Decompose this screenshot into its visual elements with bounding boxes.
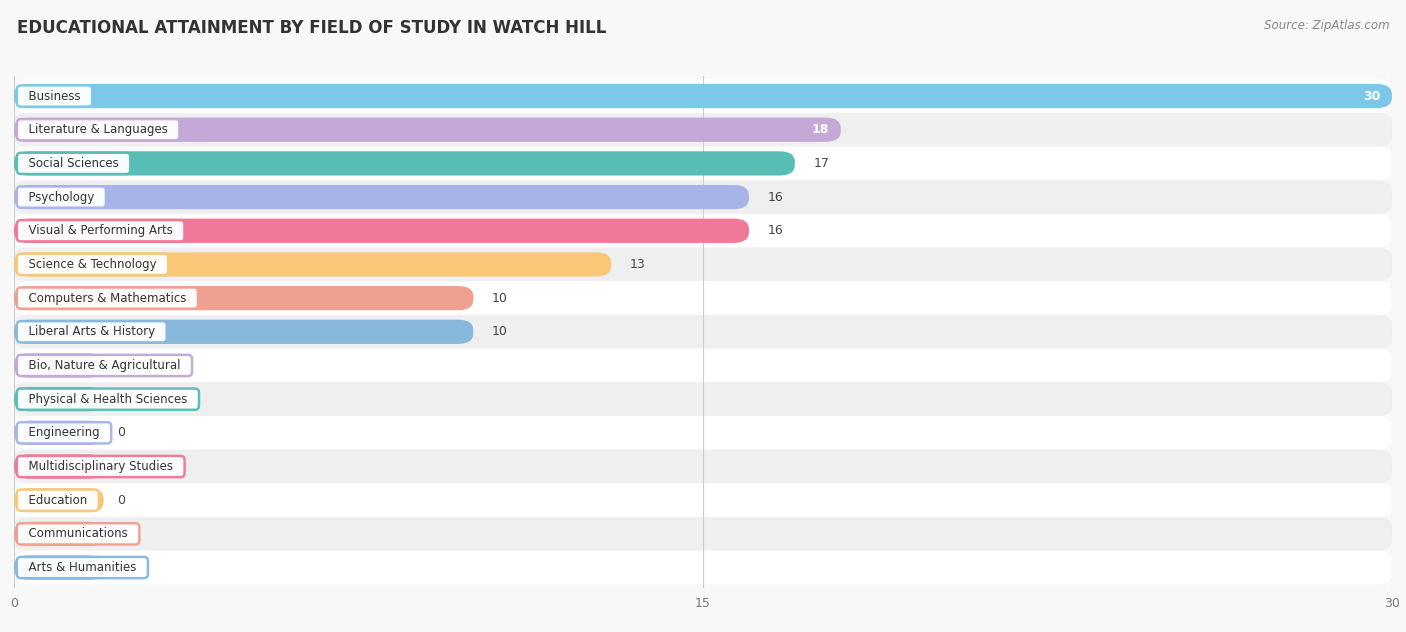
Text: Visual & Performing Arts: Visual & Performing Arts [21,224,180,237]
FancyBboxPatch shape [14,147,1392,180]
Text: 0: 0 [118,359,125,372]
FancyBboxPatch shape [14,281,1392,315]
Text: Education: Education [21,494,94,507]
Text: 0: 0 [118,561,125,574]
Text: Psychology: Psychology [21,191,101,204]
Text: Science & Technology: Science & Technology [21,258,165,271]
FancyBboxPatch shape [14,522,104,546]
Text: 18: 18 [811,123,830,137]
Text: 0: 0 [118,460,125,473]
Text: Physical & Health Sciences: Physical & Health Sciences [21,392,195,406]
Text: Social Sciences: Social Sciences [21,157,127,170]
FancyBboxPatch shape [14,483,1392,517]
FancyBboxPatch shape [14,79,1392,113]
Text: Source: ZipAtlas.com: Source: ZipAtlas.com [1264,19,1389,32]
FancyBboxPatch shape [14,320,474,344]
Text: Engineering: Engineering [21,427,107,439]
FancyBboxPatch shape [14,517,1392,550]
Text: Communications: Communications [21,527,135,540]
FancyBboxPatch shape [14,248,1392,281]
FancyBboxPatch shape [14,450,1392,483]
Text: Literature & Languages: Literature & Languages [21,123,176,137]
FancyBboxPatch shape [14,421,104,445]
Text: Computers & Mathematics: Computers & Mathematics [21,291,194,305]
FancyBboxPatch shape [14,219,749,243]
FancyBboxPatch shape [14,382,1392,416]
Text: 0: 0 [118,527,125,540]
FancyBboxPatch shape [14,286,474,310]
FancyBboxPatch shape [14,214,1392,248]
Text: Bio, Nature & Agricultural: Bio, Nature & Agricultural [21,359,188,372]
Text: 0: 0 [118,494,125,507]
FancyBboxPatch shape [14,315,1392,349]
Text: 10: 10 [492,325,508,338]
FancyBboxPatch shape [14,185,749,209]
Text: 16: 16 [768,224,783,237]
FancyBboxPatch shape [14,252,612,277]
Text: 13: 13 [630,258,645,271]
FancyBboxPatch shape [14,387,104,411]
FancyBboxPatch shape [14,353,104,377]
Text: 0: 0 [118,392,125,406]
Text: 17: 17 [813,157,830,170]
Text: 10: 10 [492,291,508,305]
Text: 30: 30 [1362,90,1381,102]
Text: Liberal Arts & History: Liberal Arts & History [21,325,163,338]
Text: 16: 16 [768,191,783,204]
FancyBboxPatch shape [14,349,1392,382]
FancyBboxPatch shape [14,416,1392,450]
FancyBboxPatch shape [14,454,104,478]
Text: Business: Business [21,90,89,102]
FancyBboxPatch shape [14,488,104,513]
FancyBboxPatch shape [14,151,794,176]
Text: EDUCATIONAL ATTAINMENT BY FIELD OF STUDY IN WATCH HILL: EDUCATIONAL ATTAINMENT BY FIELD OF STUDY… [17,19,606,37]
Text: 0: 0 [118,427,125,439]
FancyBboxPatch shape [14,556,104,580]
Text: Multidisciplinary Studies: Multidisciplinary Studies [21,460,180,473]
FancyBboxPatch shape [14,113,1392,147]
FancyBboxPatch shape [14,180,1392,214]
FancyBboxPatch shape [14,118,841,142]
FancyBboxPatch shape [14,84,1392,108]
FancyBboxPatch shape [14,550,1392,585]
Text: Arts & Humanities: Arts & Humanities [21,561,143,574]
